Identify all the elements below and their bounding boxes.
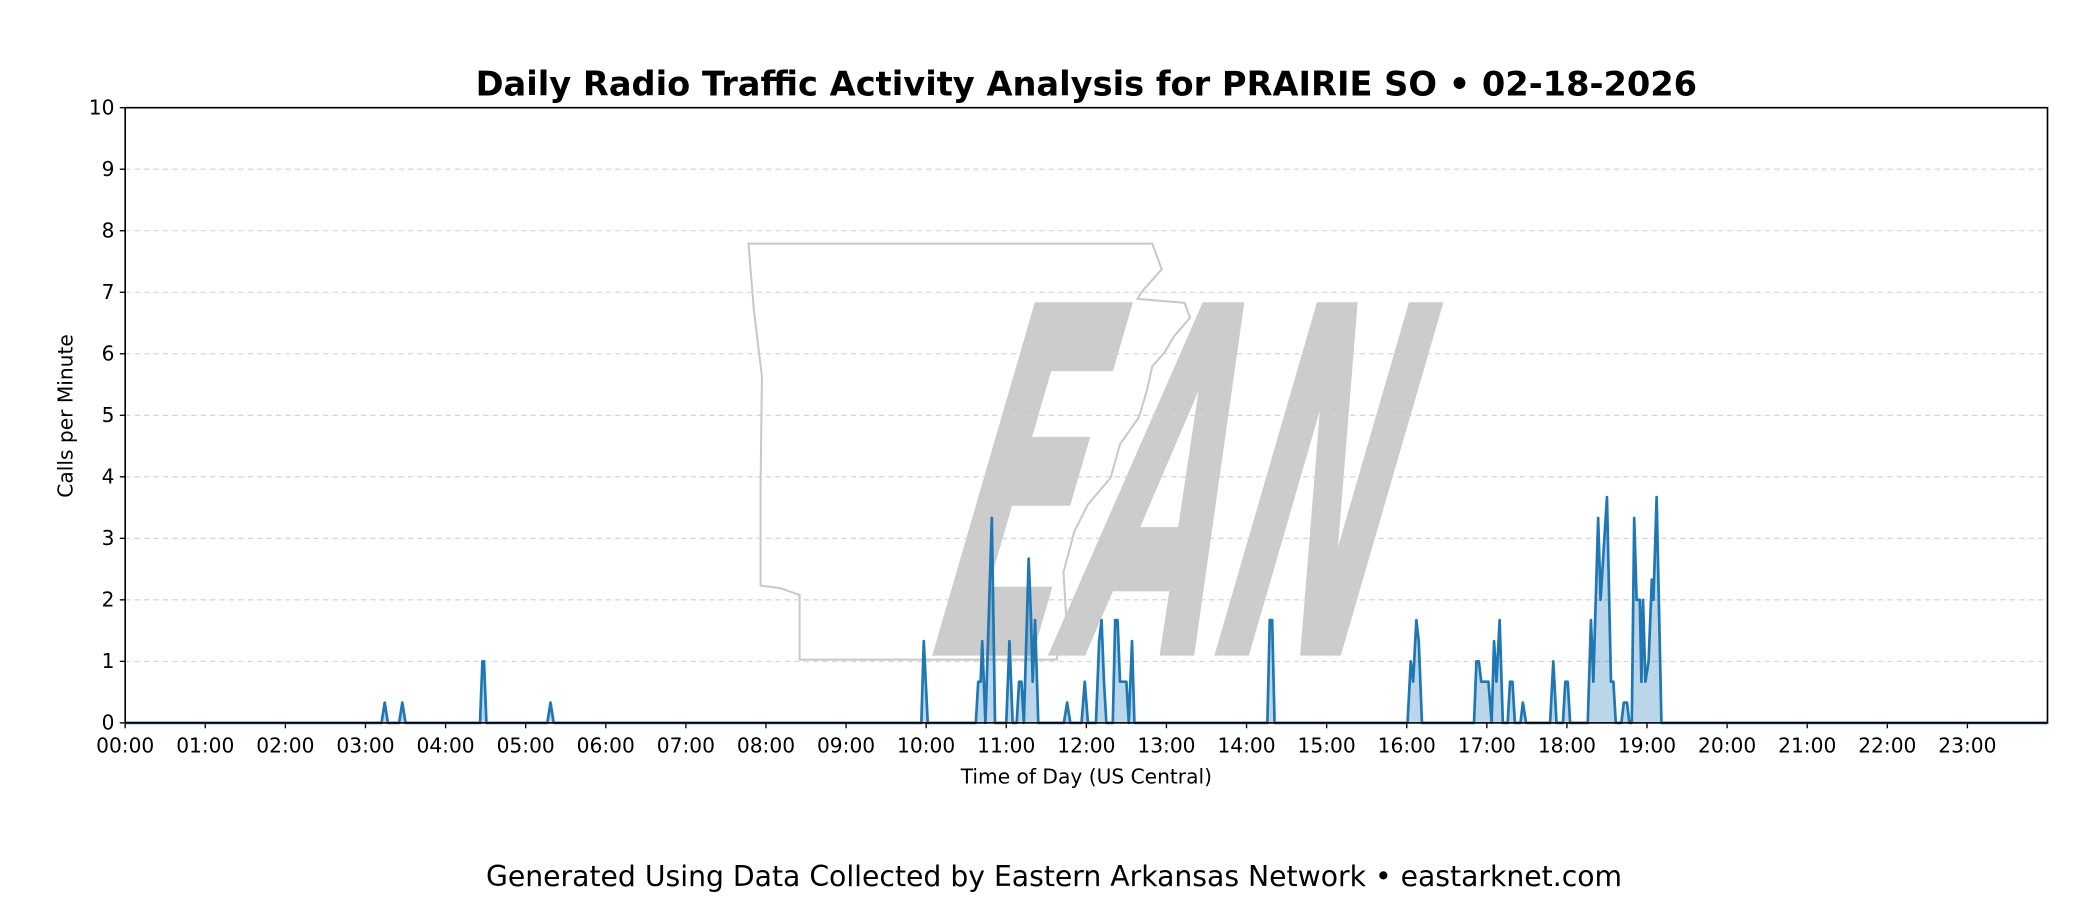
x-tick-label: 12:00 (1057, 734, 1115, 758)
x-tick-label: 21:00 (1778, 734, 1836, 758)
x-tick-label: 05:00 (497, 734, 555, 758)
y-tick-label: 10 (89, 95, 115, 119)
y-tick-label: 1 (102, 649, 115, 673)
x-tick-label: 08:00 (737, 734, 795, 758)
x-tick-label: 11:00 (977, 734, 1035, 758)
x-tick-label: 10:00 (897, 734, 955, 758)
x-tick-label: 20:00 (1698, 734, 1756, 758)
y-tick-label: 9 (102, 157, 115, 181)
footer: Generated Using Data Collected by Easter… (486, 860, 1622, 893)
y-tick-label: 4 (102, 465, 115, 489)
x-tick-label: 16:00 (1378, 734, 1436, 758)
state-outline (747, 242, 1192, 661)
y-tick-label: 8 (102, 218, 115, 242)
y-tick-label: 6 (102, 342, 115, 366)
y-tick-label: 5 (102, 403, 115, 427)
y-tick-label: 3 (102, 526, 115, 550)
chart-title: Daily Radio Traffic Activity Analysis fo… (476, 65, 1698, 104)
x-tick-label: 15:00 (1298, 734, 1356, 758)
x-tick-label: 06:00 (577, 734, 635, 758)
y-tick-label: 2 (102, 588, 115, 612)
x-tick-label: 17:00 (1458, 734, 1516, 758)
x-tick-label: 03:00 (336, 734, 394, 758)
x-tick-label: 01:00 (176, 734, 234, 758)
x-tick-label: 00:00 (96, 734, 154, 758)
y-axis-label: Calls per Minute (54, 334, 78, 498)
x-tick-label: 07:00 (657, 734, 715, 758)
x-tick-label: 02:00 (256, 734, 314, 758)
x-axis-label: Time of Day (US Central) (960, 764, 1212, 788)
x-tick-label: 19:00 (1618, 734, 1676, 758)
x-tick-label: 18:00 (1538, 734, 1596, 758)
plot-frame (124, 106, 2049, 724)
y-tick-label: 7 (102, 280, 115, 304)
line (125, 495, 2048, 725)
x-tick-label: 13:00 (1137, 734, 1195, 758)
x-tick-label: 22:00 (1858, 734, 1916, 758)
y-tick-label: 0 (102, 711, 115, 735)
x-tick-label: 23:00 (1938, 734, 1996, 758)
x-tick-label: 04:00 (416, 734, 474, 758)
x-tick-label: 14:00 (1217, 734, 1275, 758)
x-tick-label: 09:00 (817, 734, 875, 758)
